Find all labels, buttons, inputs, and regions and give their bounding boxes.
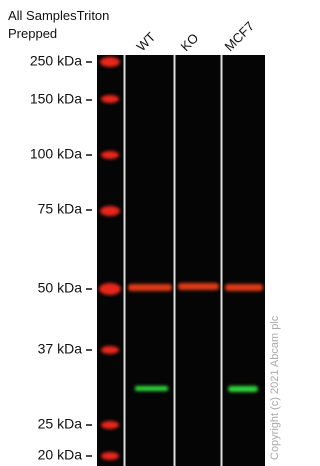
marker-label: 250 kDa xyxy=(30,53,82,69)
copyright: Copyright (c) 2021 Abcam plc xyxy=(269,315,281,460)
blot-figure: All SamplesTriton Prepped WT KO MCF7 250… xyxy=(0,0,281,466)
header-line: All SamplesTriton xyxy=(8,8,109,23)
header-line: Prepped xyxy=(8,26,57,41)
marker-label: 25 kDa xyxy=(38,416,83,432)
marker-label: 50 kDa xyxy=(38,280,83,296)
marker-label: 150 kDa xyxy=(30,91,82,107)
marker-label: 75 kDa xyxy=(38,201,83,217)
marker-label: 20 kDa xyxy=(38,447,83,463)
blot xyxy=(97,55,265,466)
marker-label: 37 kDa xyxy=(38,341,83,357)
marker-label: 100 kDa xyxy=(30,146,82,162)
red-bands xyxy=(128,283,263,291)
